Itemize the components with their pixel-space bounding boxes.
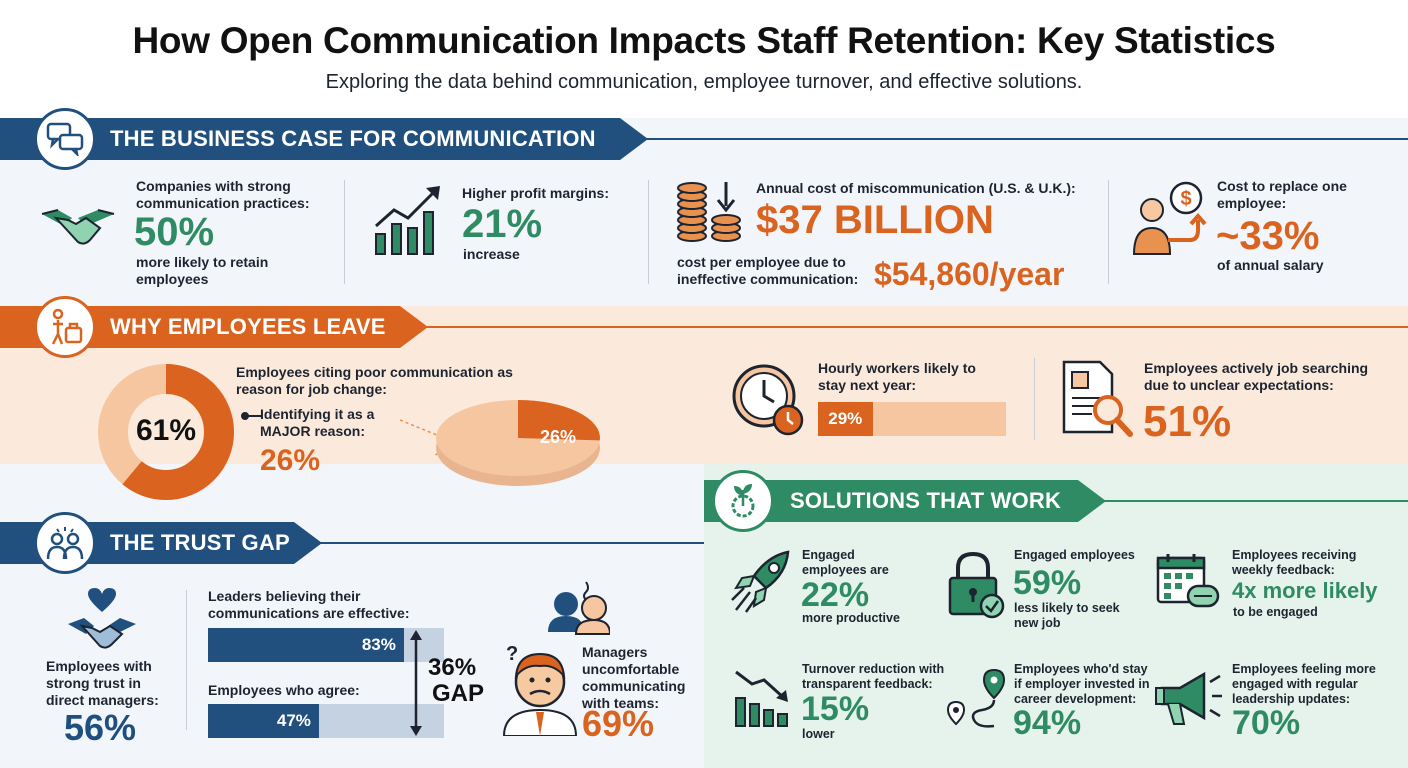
- miscomm-label: Annual cost of miscommunication (U.S. & …: [756, 180, 1076, 196]
- poor-comm-label: Employees citing poor communication as r…: [236, 364, 513, 397]
- retain-value: 50%: [134, 210, 215, 254]
- poor-comm-donut: [98, 364, 234, 500]
- solution-3-note: lower: [802, 727, 835, 741]
- trust-label: Employees with strong trust in direct ma…: [46, 658, 159, 708]
- solution-3-value: 15%: [801, 690, 870, 728]
- handshake-icon: [38, 196, 118, 261]
- retain-note: more likely to retain employees: [136, 254, 269, 287]
- solution-2-label: Employees receiving weekly feedback:: [1232, 548, 1357, 577]
- searching-label: Employees actively job searching due to …: [1144, 360, 1369, 393]
- connector-arrow: [241, 412, 261, 420]
- solution-1-value: 59%: [1013, 564, 1082, 602]
- solution-4-value: 94%: [1013, 704, 1082, 742]
- replace-value: ~33%: [1216, 214, 1320, 258]
- solution-0-value: 22%: [801, 576, 870, 614]
- agree-bar-fill: 47%: [208, 704, 319, 738]
- gap-arrow-icon: [410, 630, 422, 736]
- poor-comm-value: 61%: [135, 414, 197, 447]
- solution-3-label: Turnover reduction with transparent feed…: [802, 662, 945, 691]
- document-search-icon: [1060, 358, 1138, 445]
- profit-note: increase: [463, 246, 520, 262]
- solutions-rule: [1098, 500, 1408, 502]
- leaders-bar-track: 83%: [208, 628, 444, 662]
- replace-label: Cost to replace one employee:: [1217, 178, 1347, 211]
- divider: [648, 180, 649, 284]
- why-leave-rule: [420, 326, 1408, 328]
- agree-label: Employees who agree:: [208, 682, 360, 698]
- declining-chart-icon: [732, 664, 796, 735]
- managers-value: 69%: [582, 703, 655, 744]
- divider: [1108, 180, 1109, 284]
- people-group-icon: [34, 512, 96, 574]
- hourly-bar-fill: 29%: [818, 402, 873, 436]
- clock-icon: [730, 362, 806, 443]
- major-pie-label: 26%: [540, 427, 577, 447]
- solution-5-value: 70%: [1232, 704, 1301, 742]
- major-pie: [436, 400, 600, 486]
- worried-manager-icon: ?: [500, 576, 612, 741]
- solution-0-label: Engaged employees are: [802, 548, 889, 577]
- growth-chart-icon: [372, 182, 448, 263]
- solution-4-label: Employees who'd stay if employer investe…: [1014, 662, 1150, 706]
- leaders-label: Leaders believing their communications a…: [208, 588, 410, 621]
- divider: [186, 590, 187, 730]
- hourly-label: Hourly workers likely to stay next year:: [818, 360, 976, 393]
- rocket-icon: [730, 548, 794, 621]
- plant-gear-icon: [712, 470, 774, 532]
- profit-value: 21%: [462, 202, 543, 246]
- profit-label: Higher profit margins:: [462, 185, 610, 201]
- managers-label: Managers uncomfortable communicating wit…: [582, 644, 686, 711]
- major-label: Identifying it as a MAJOR reason:: [260, 406, 375, 439]
- svg-text:?: ?: [506, 643, 518, 665]
- svg-text:$: $: [1180, 188, 1191, 210]
- agree-bar-track: 47%: [208, 704, 444, 738]
- page-title: How Open Communication Impacts Staff Ret…: [132, 20, 1276, 61]
- coins-down-icon: [674, 178, 746, 249]
- major-pie-slice: [518, 400, 600, 441]
- solution-0-note: more productive: [802, 611, 900, 625]
- miscomm-value: $37 BILLION: [756, 198, 994, 242]
- megaphone-icon: [1154, 668, 1224, 737]
- divider: [1034, 358, 1035, 440]
- trust-gap-rule: [314, 542, 704, 544]
- solution-2-note: to be engaged: [1233, 605, 1318, 619]
- dollar-person-icon: $: [1128, 180, 1208, 265]
- solution-1-label: Engaged employees: [1014, 548, 1135, 562]
- retain-label: Companies with strong communication prac…: [136, 178, 310, 211]
- business-case-banner: THE BUSINESS CASE FOR COMMUNICATION: [0, 118, 648, 160]
- business-case-rule: [640, 138, 1408, 140]
- solution-5-label: Employees feeling more engaged with regu…: [1232, 662, 1376, 706]
- gap-value: 36%: [428, 654, 477, 681]
- miscomm-per-value: $54,860/year: [874, 256, 1065, 292]
- trust-value: 56%: [64, 707, 137, 748]
- page-subtitle: Exploring the data behind communication,…: [325, 71, 1083, 93]
- solution-2-value: 4x more likely: [1232, 578, 1378, 603]
- major-value: 26%: [260, 444, 321, 477]
- padlock-check-icon: [946, 550, 1008, 625]
- searching-value: 51%: [1143, 397, 1232, 446]
- chat-bubbles-icon: [34, 108, 96, 170]
- heart-handshake-icon: [64, 584, 140, 659]
- gap-label: GAP: [432, 680, 485, 707]
- hourly-bar-track: 29%: [818, 402, 1006, 436]
- leaders-bar-fill: 83%: [208, 628, 404, 662]
- person-luggage-icon: [34, 296, 96, 358]
- map-path-icon: [944, 668, 1006, 737]
- solution-1-note: less likely to seek new job: [1014, 601, 1120, 630]
- donut-arc: [98, 364, 234, 500]
- miscomm-per-label: cost per employee due to ineffective com…: [677, 254, 859, 287]
- divider: [344, 180, 345, 284]
- calendar-chat-icon: [1156, 552, 1222, 619]
- replace-note: of annual salary: [1217, 257, 1324, 273]
